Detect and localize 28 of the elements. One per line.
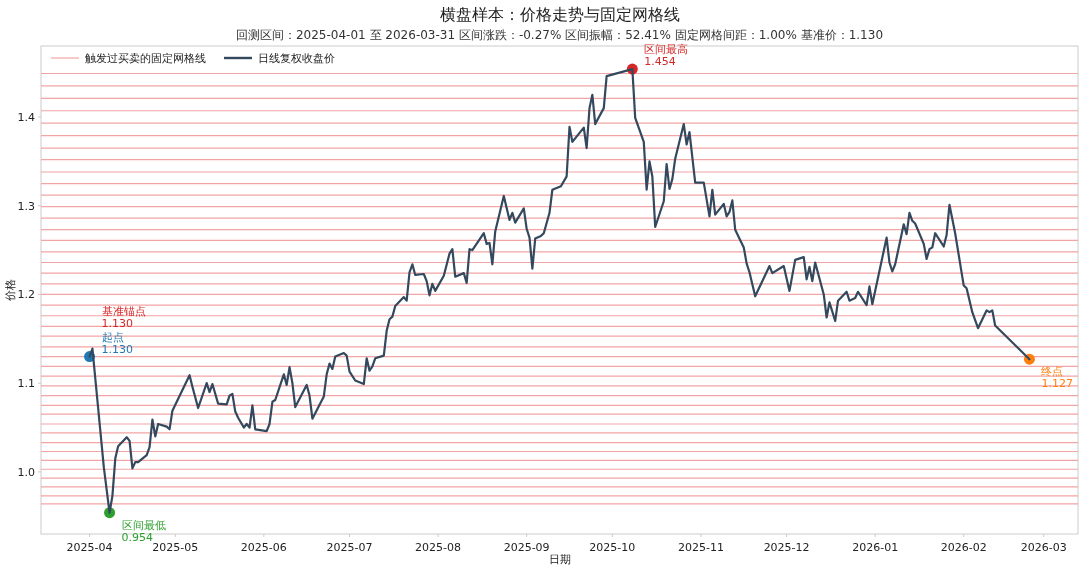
x-axis-title: 日期 (548, 553, 571, 566)
legend-label: 日线复权收盘价 (258, 52, 335, 65)
x-tick-label: 2026-02 (940, 541, 987, 554)
x-tick-label: 2025-09 (503, 541, 550, 554)
y-tick-label: 1.1 (17, 376, 35, 390)
data-label: 区间最低 0.954 (121, 518, 166, 544)
y-tick-label: 1.3 (17, 199, 35, 213)
chart-subtitle: 回测区间：2025-04-01 至 2026-03-31 区间涨跌：-0.27% 区间振幅：52.41% 固定网格间距：1.00% 基准价：1.130 (235, 28, 884, 42)
data-label: 区间最高 1.454 (644, 43, 689, 69)
x-tick-label: 2025-04 (66, 541, 113, 554)
x-tick-label: 2025-10 (589, 541, 636, 554)
x-tick-label: 2026-03 (1020, 541, 1067, 554)
x-tick-label: 2025-07 (326, 541, 373, 554)
x-tick-label: 2025-05 (152, 541, 199, 554)
chart-title: 横盘样本：价格走势与固定网格线 (439, 5, 680, 24)
data-label: 起点 1.130 (101, 330, 134, 356)
x-tick-label: 2025-06 (240, 541, 287, 554)
y-tick-label: 1.4 (17, 110, 35, 124)
y-tick-label: 1.0 (17, 465, 35, 479)
x-tick-label: 2025-08 (415, 541, 462, 554)
y-axis-title: 价格 (4, 279, 17, 302)
y-tick-label: 1.2 (17, 287, 35, 301)
legend-label: 触发过买卖的固定网格线 (85, 52, 206, 65)
data-label: 终点 1.127 (1041, 365, 1073, 391)
annotation: 基准锚点 1.130 (101, 304, 146, 330)
x-tick-label: 2025-11 (677, 541, 724, 554)
x-tick-label: 2025-12 (763, 541, 810, 554)
x-tick-label: 2026-01 (852, 541, 899, 554)
